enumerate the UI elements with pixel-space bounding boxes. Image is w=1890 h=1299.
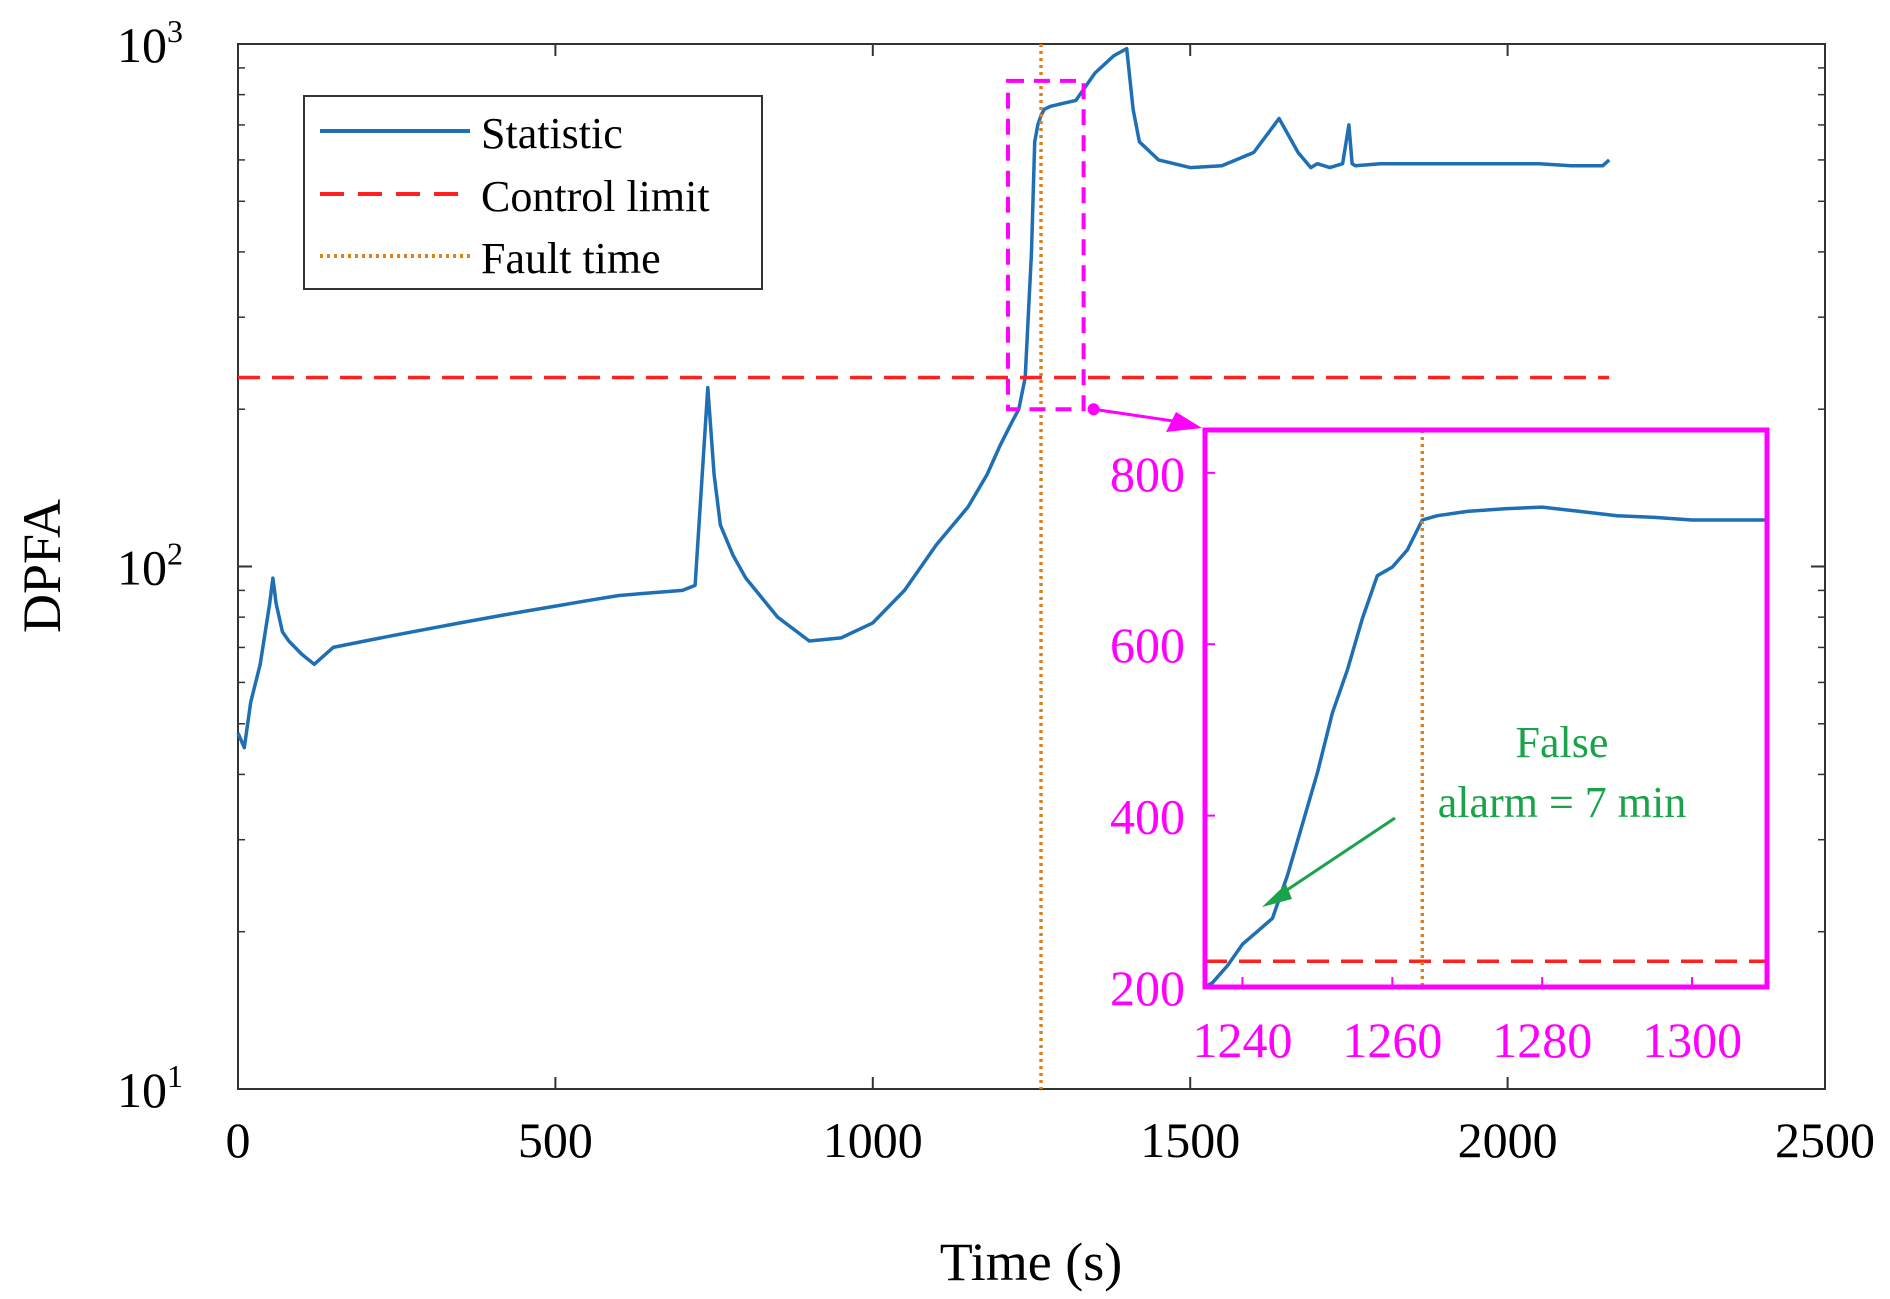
inset-y-tick-label: 600 — [1110, 617, 1185, 673]
inset-y-tick-label: 200 — [1110, 960, 1185, 1016]
legend-label-control-limit: Control limit — [481, 172, 710, 221]
zoom-marker — [1005, 78, 1202, 432]
inset-frame — [1202, 427, 1770, 990]
zoom-box — [1005, 78, 1086, 412]
annotation-arrow-shaft — [1277, 816, 1396, 898]
x-tick-label: 2500 — [1775, 1112, 1875, 1168]
inset-x-tick-label: 1260 — [1342, 1012, 1442, 1068]
x-tick-label: 1500 — [1140, 1112, 1240, 1168]
inset-x-tick-label: 1240 — [1192, 1012, 1292, 1068]
inset-statistic-line — [1204, 505, 1767, 989]
main-tick-labels: 0 500 1000 1500 2000 2500 101 102 103 — [117, 13, 1875, 1168]
legend-label-statistic: Statistic — [481, 109, 623, 158]
y-tick-label: 103 — [117, 13, 183, 73]
zoom-pointer-head — [1166, 412, 1202, 432]
legend-label-fault-time: Fault time — [481, 234, 661, 283]
x-tick-label: 500 — [518, 1112, 593, 1168]
x-tick-label: 1000 — [823, 1112, 923, 1168]
inset-chart: 1240 1260 1280 1300 200 400 600 800 False alarm… — [1110, 427, 1770, 1068]
x-axis-label: Time (s) — [940, 1232, 1123, 1292]
legend: Statistic Control limit Fault time — [303, 95, 763, 290]
inset-x-tick-label: 1300 — [1642, 1012, 1742, 1068]
annotation-arrow — [1262, 816, 1396, 907]
y-tick-label: 102 — [117, 536, 183, 596]
inset-background — [1205, 430, 1767, 987]
main-axis-ticks — [237, 43, 1826, 1090]
y-axis-label: DPFA — [12, 499, 72, 633]
annotation-line2: alarm = 7 min — [1438, 778, 1686, 827]
main-series-group — [236, 44, 1611, 1089]
statistic-line — [236, 46, 1611, 750]
inset-y-tick-label: 400 — [1110, 789, 1185, 845]
inset-y-tick-label: 800 — [1110, 446, 1185, 502]
x-tick-label: 2000 — [1458, 1112, 1558, 1168]
annotation-line1: False — [1516, 718, 1609, 767]
inset-tick-labels: 1240 1260 1280 1300 200 400 600 800 — [1110, 446, 1742, 1068]
annotation-arrow-head — [1262, 884, 1292, 907]
zoom-pointer-line — [1093, 407, 1181, 424]
x-tick-label: 0 — [226, 1112, 251, 1168]
y-tick-label: 101 — [117, 1058, 183, 1118]
inset-x-tick-label: 1280 — [1492, 1012, 1592, 1068]
